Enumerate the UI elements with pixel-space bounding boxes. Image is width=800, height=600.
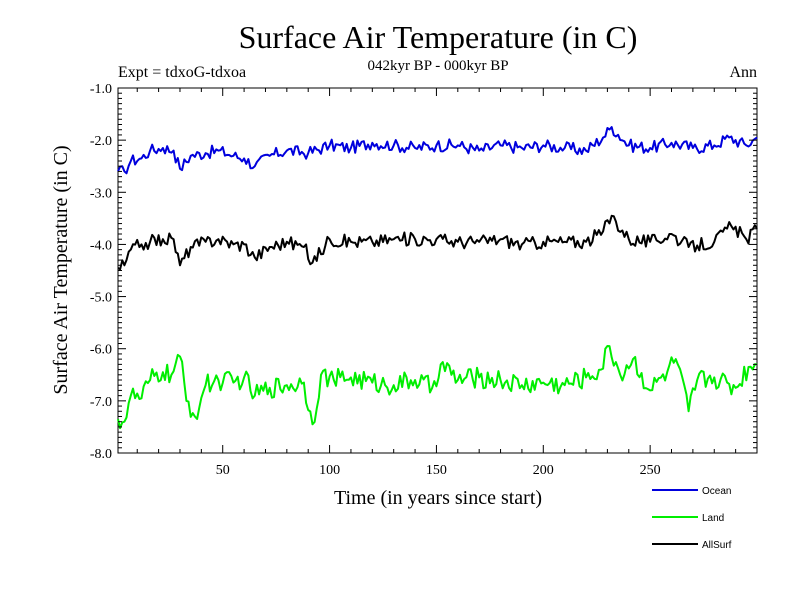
- chart-subtitle: 042kyr BP - 000kyr BP: [367, 58, 508, 74]
- x-axis-label: Time (in years since start): [334, 487, 542, 509]
- chart-title: Surface Air Temperature (in C): [239, 19, 638, 55]
- legend: Ocean Land AllSurf: [652, 486, 732, 551]
- x-tick-label: 100: [319, 463, 340, 478]
- y-axis-label: Surface Air Temperature (in C): [50, 145, 72, 394]
- legend-label-land: Land: [702, 513, 724, 524]
- y-tick-label: -3.0: [90, 186, 112, 201]
- x-tick-label: 50: [216, 463, 230, 478]
- x-tick-label: 200: [533, 463, 554, 478]
- y-tick-label: -8.0: [90, 447, 112, 462]
- y-tick-label: -5.0: [90, 291, 112, 306]
- y-tick-label: -2.0: [90, 134, 112, 149]
- y-tick-label: -7.0: [90, 395, 112, 410]
- series-line-allsurf: [117, 214, 758, 271]
- legend-label-allsurf: AllSurf: [702, 540, 732, 551]
- series-layer: [117, 126, 758, 430]
- season-label: Ann: [729, 64, 757, 81]
- y-tick-label: -6.0: [90, 343, 112, 358]
- x-tick-label: 150: [426, 463, 447, 478]
- series-line-ocean: [117, 126, 758, 175]
- axis-layer: -8.0 -7.0 -6.0 -5.0 -4.0 -3.0 -2.0 -1.0 50 100 150…: [90, 82, 758, 478]
- legend-label-ocean: Ocean: [702, 486, 731, 497]
- experiment-label: Expt = tdxoG-tdxoa: [118, 64, 246, 81]
- y-tick-label: -1.0: [90, 82, 112, 97]
- x-tick-label: 250: [640, 463, 661, 478]
- series-line-land: [117, 345, 758, 430]
- y-tick-label: -4.0: [90, 238, 112, 253]
